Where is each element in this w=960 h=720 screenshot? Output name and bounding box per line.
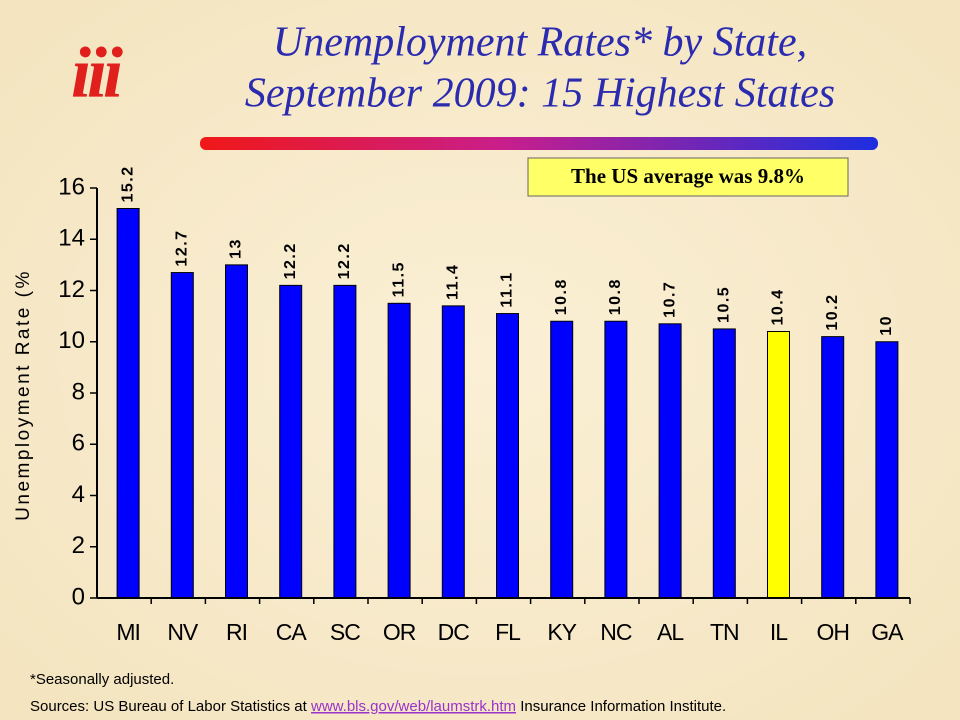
value-label: 12.2 xyxy=(282,242,299,279)
x-tick-label: AL xyxy=(657,619,684,645)
y-tick-label: 8 xyxy=(72,378,85,405)
bar xyxy=(170,272,194,599)
x-tick-label: OH xyxy=(816,619,849,645)
bar xyxy=(821,336,845,599)
bar xyxy=(875,341,899,599)
bar xyxy=(116,208,140,599)
bar xyxy=(496,313,519,599)
value-label: 12.2 xyxy=(336,242,353,279)
bar xyxy=(333,284,357,599)
bar xyxy=(658,323,682,599)
x-tick-label: NV xyxy=(167,619,199,645)
x-tick-label: KY xyxy=(547,619,576,645)
x-tick-label: NC xyxy=(600,619,632,645)
y-tick-label: 14 xyxy=(58,225,85,252)
value-label: 11.4 xyxy=(445,264,462,300)
bar xyxy=(712,328,736,599)
y-tick-label: 12 xyxy=(58,276,85,303)
value-label: 10.7 xyxy=(661,281,678,318)
y-tick-label: 2 xyxy=(72,532,85,559)
bar xyxy=(279,284,303,599)
bar xyxy=(387,302,411,599)
chart-title: Unemployment Rates* by State, xyxy=(273,20,807,66)
title-rule xyxy=(200,137,878,150)
y-axis-title: Unemployment Rate (% xyxy=(13,269,34,521)
footnote: *Seasonally adjusted. xyxy=(30,671,174,688)
bar xyxy=(767,331,790,599)
y-tick-label: 6 xyxy=(72,430,85,457)
bar xyxy=(550,320,574,599)
y-tick-label: 4 xyxy=(72,481,85,508)
sources-text: Insurance Information Institute. xyxy=(516,698,726,715)
sources-link[interactable]: www.bls.gov/web/laumstrk.htm xyxy=(310,698,516,715)
chart-title: September 2009: 15 Highest States xyxy=(245,71,835,117)
value-label: 10.5 xyxy=(716,286,733,323)
value-label: 11.5 xyxy=(390,261,407,297)
annotation: The US average was 9.8% xyxy=(571,164,805,188)
x-tick-label: SC xyxy=(330,619,360,645)
bar xyxy=(225,264,248,599)
value-label: 10.2 xyxy=(824,293,841,330)
sources: Sources: US Bureau of Labor Statistics a… xyxy=(30,698,726,715)
value-label: 10.8 xyxy=(607,278,624,315)
value-label: 13 xyxy=(228,238,245,259)
bar xyxy=(441,305,465,599)
value-label: 10.4 xyxy=(770,288,787,325)
y-tick-label: 0 xyxy=(72,583,85,610)
y-tick-label: 10 xyxy=(58,327,85,354)
value-label: 11.1 xyxy=(499,271,516,307)
sources-text: Sources: US Bureau of Labor Statistics a… xyxy=(30,698,311,715)
y-tick-label: 16 xyxy=(58,173,85,200)
value-label: 10 xyxy=(878,315,895,336)
x-tick-label: IL xyxy=(770,619,788,645)
x-tick-label: RI xyxy=(226,619,247,645)
x-tick-label: OR xyxy=(383,619,416,645)
value-label: 10.8 xyxy=(553,278,570,315)
x-tick-label: DC xyxy=(438,619,470,645)
annotation-box xyxy=(527,157,849,197)
x-tick-label: GA xyxy=(871,619,904,645)
logo: iii xyxy=(71,33,123,113)
bar xyxy=(604,320,628,599)
value-label: 12.7 xyxy=(174,229,191,266)
x-tick-label: CA xyxy=(276,619,308,645)
x-tick-label: FL xyxy=(495,619,521,645)
x-tick-label: MI xyxy=(116,619,140,645)
value-label: 15.2 xyxy=(119,165,136,202)
x-tick-label: TN xyxy=(710,619,739,645)
